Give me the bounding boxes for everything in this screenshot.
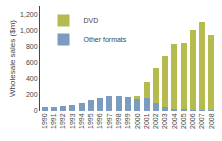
svg-text:400: 400 bbox=[26, 75, 38, 82]
svg-text:1990: 1990 bbox=[41, 113, 48, 129]
svg-text:1,200: 1,200 bbox=[20, 11, 38, 18]
svg-text:1999: 1999 bbox=[124, 113, 131, 129]
svg-text:1992: 1992 bbox=[59, 113, 66, 129]
svg-text:800: 800 bbox=[26, 43, 38, 50]
svg-text:DVD: DVD bbox=[84, 17, 99, 24]
svg-text:0: 0 bbox=[34, 107, 38, 114]
svg-text:2008: 2008 bbox=[208, 113, 215, 129]
svg-text:2001: 2001 bbox=[143, 113, 150, 129]
svg-text:1994: 1994 bbox=[78, 113, 85, 129]
svg-text:600: 600 bbox=[26, 59, 38, 66]
svg-text:2007: 2007 bbox=[198, 113, 205, 129]
svg-text:1,000: 1,000 bbox=[20, 27, 38, 34]
svg-text:2000: 2000 bbox=[134, 113, 141, 129]
svg-text:2002: 2002 bbox=[152, 113, 159, 129]
svg-text:1993: 1993 bbox=[69, 113, 76, 129]
svg-text:2005: 2005 bbox=[180, 113, 187, 129]
svg-text:2003: 2003 bbox=[161, 113, 168, 129]
svg-text:2006: 2006 bbox=[189, 113, 196, 129]
svg-text:200: 200 bbox=[26, 91, 38, 98]
svg-text:1991: 1991 bbox=[50, 113, 57, 129]
svg-text:2004: 2004 bbox=[171, 113, 178, 129]
svg-text:Other formats: Other formats bbox=[84, 36, 127, 43]
svg-text:1995: 1995 bbox=[87, 113, 94, 129]
svg-text:1997: 1997 bbox=[106, 113, 113, 129]
svg-text:1998: 1998 bbox=[115, 113, 122, 129]
svg-text:1996: 1996 bbox=[96, 113, 103, 129]
svg-text:Wholesale sales ($m): Wholesale sales ($m) bbox=[8, 20, 17, 97]
